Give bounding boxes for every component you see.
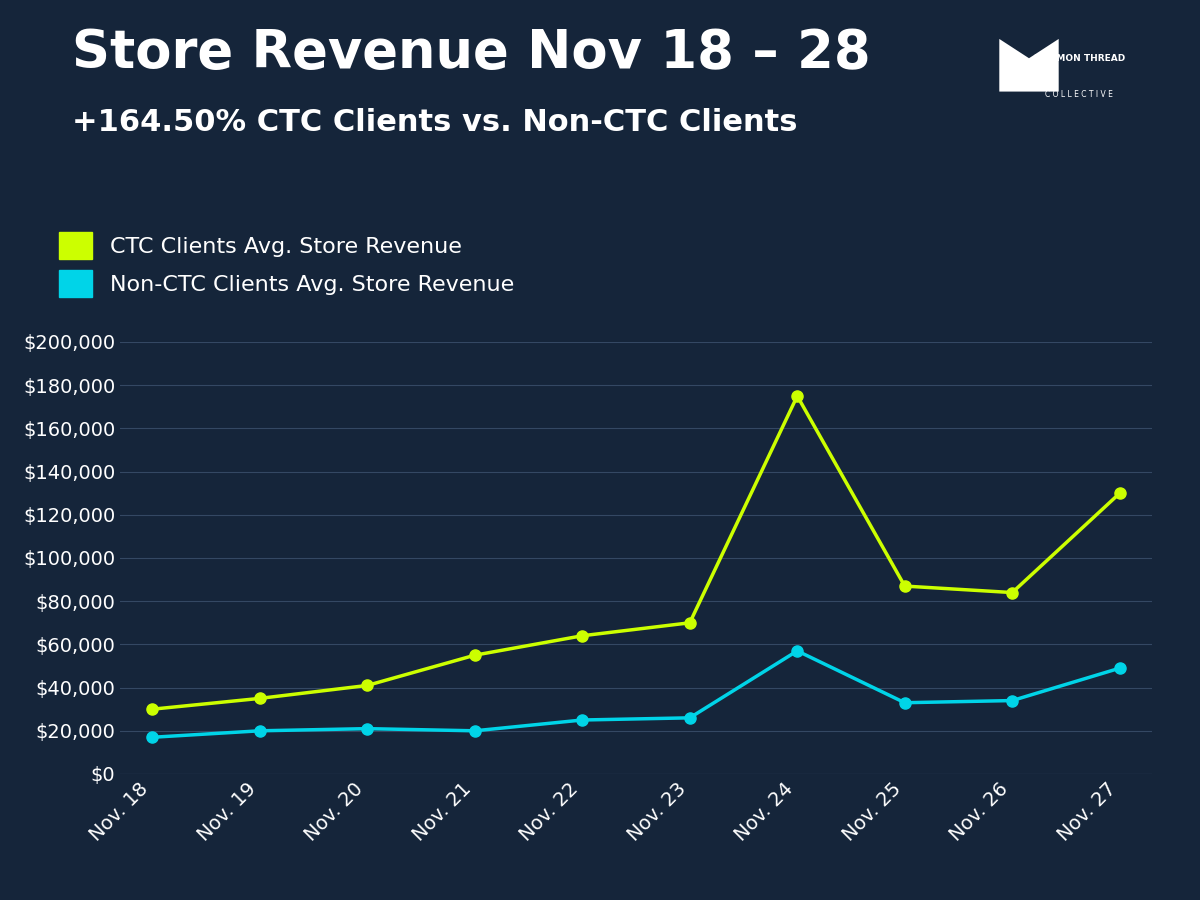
Text: +164.50% CTC Clients vs. Non-CTC Clients: +164.50% CTC Clients vs. Non-CTC Clients: [72, 108, 798, 137]
Legend: CTC Clients Avg. Store Revenue, Non-CTC Clients Avg. Store Revenue: CTC Clients Avg. Store Revenue, Non-CTC …: [59, 232, 515, 298]
Text: C O L L E C T I V E: C O L L E C T I V E: [1045, 90, 1112, 99]
Polygon shape: [1000, 39, 1058, 92]
Text: Store Revenue Nov 18 – 28: Store Revenue Nov 18 – 28: [72, 27, 871, 79]
Text: COMMON THREAD: COMMON THREAD: [1033, 54, 1124, 63]
